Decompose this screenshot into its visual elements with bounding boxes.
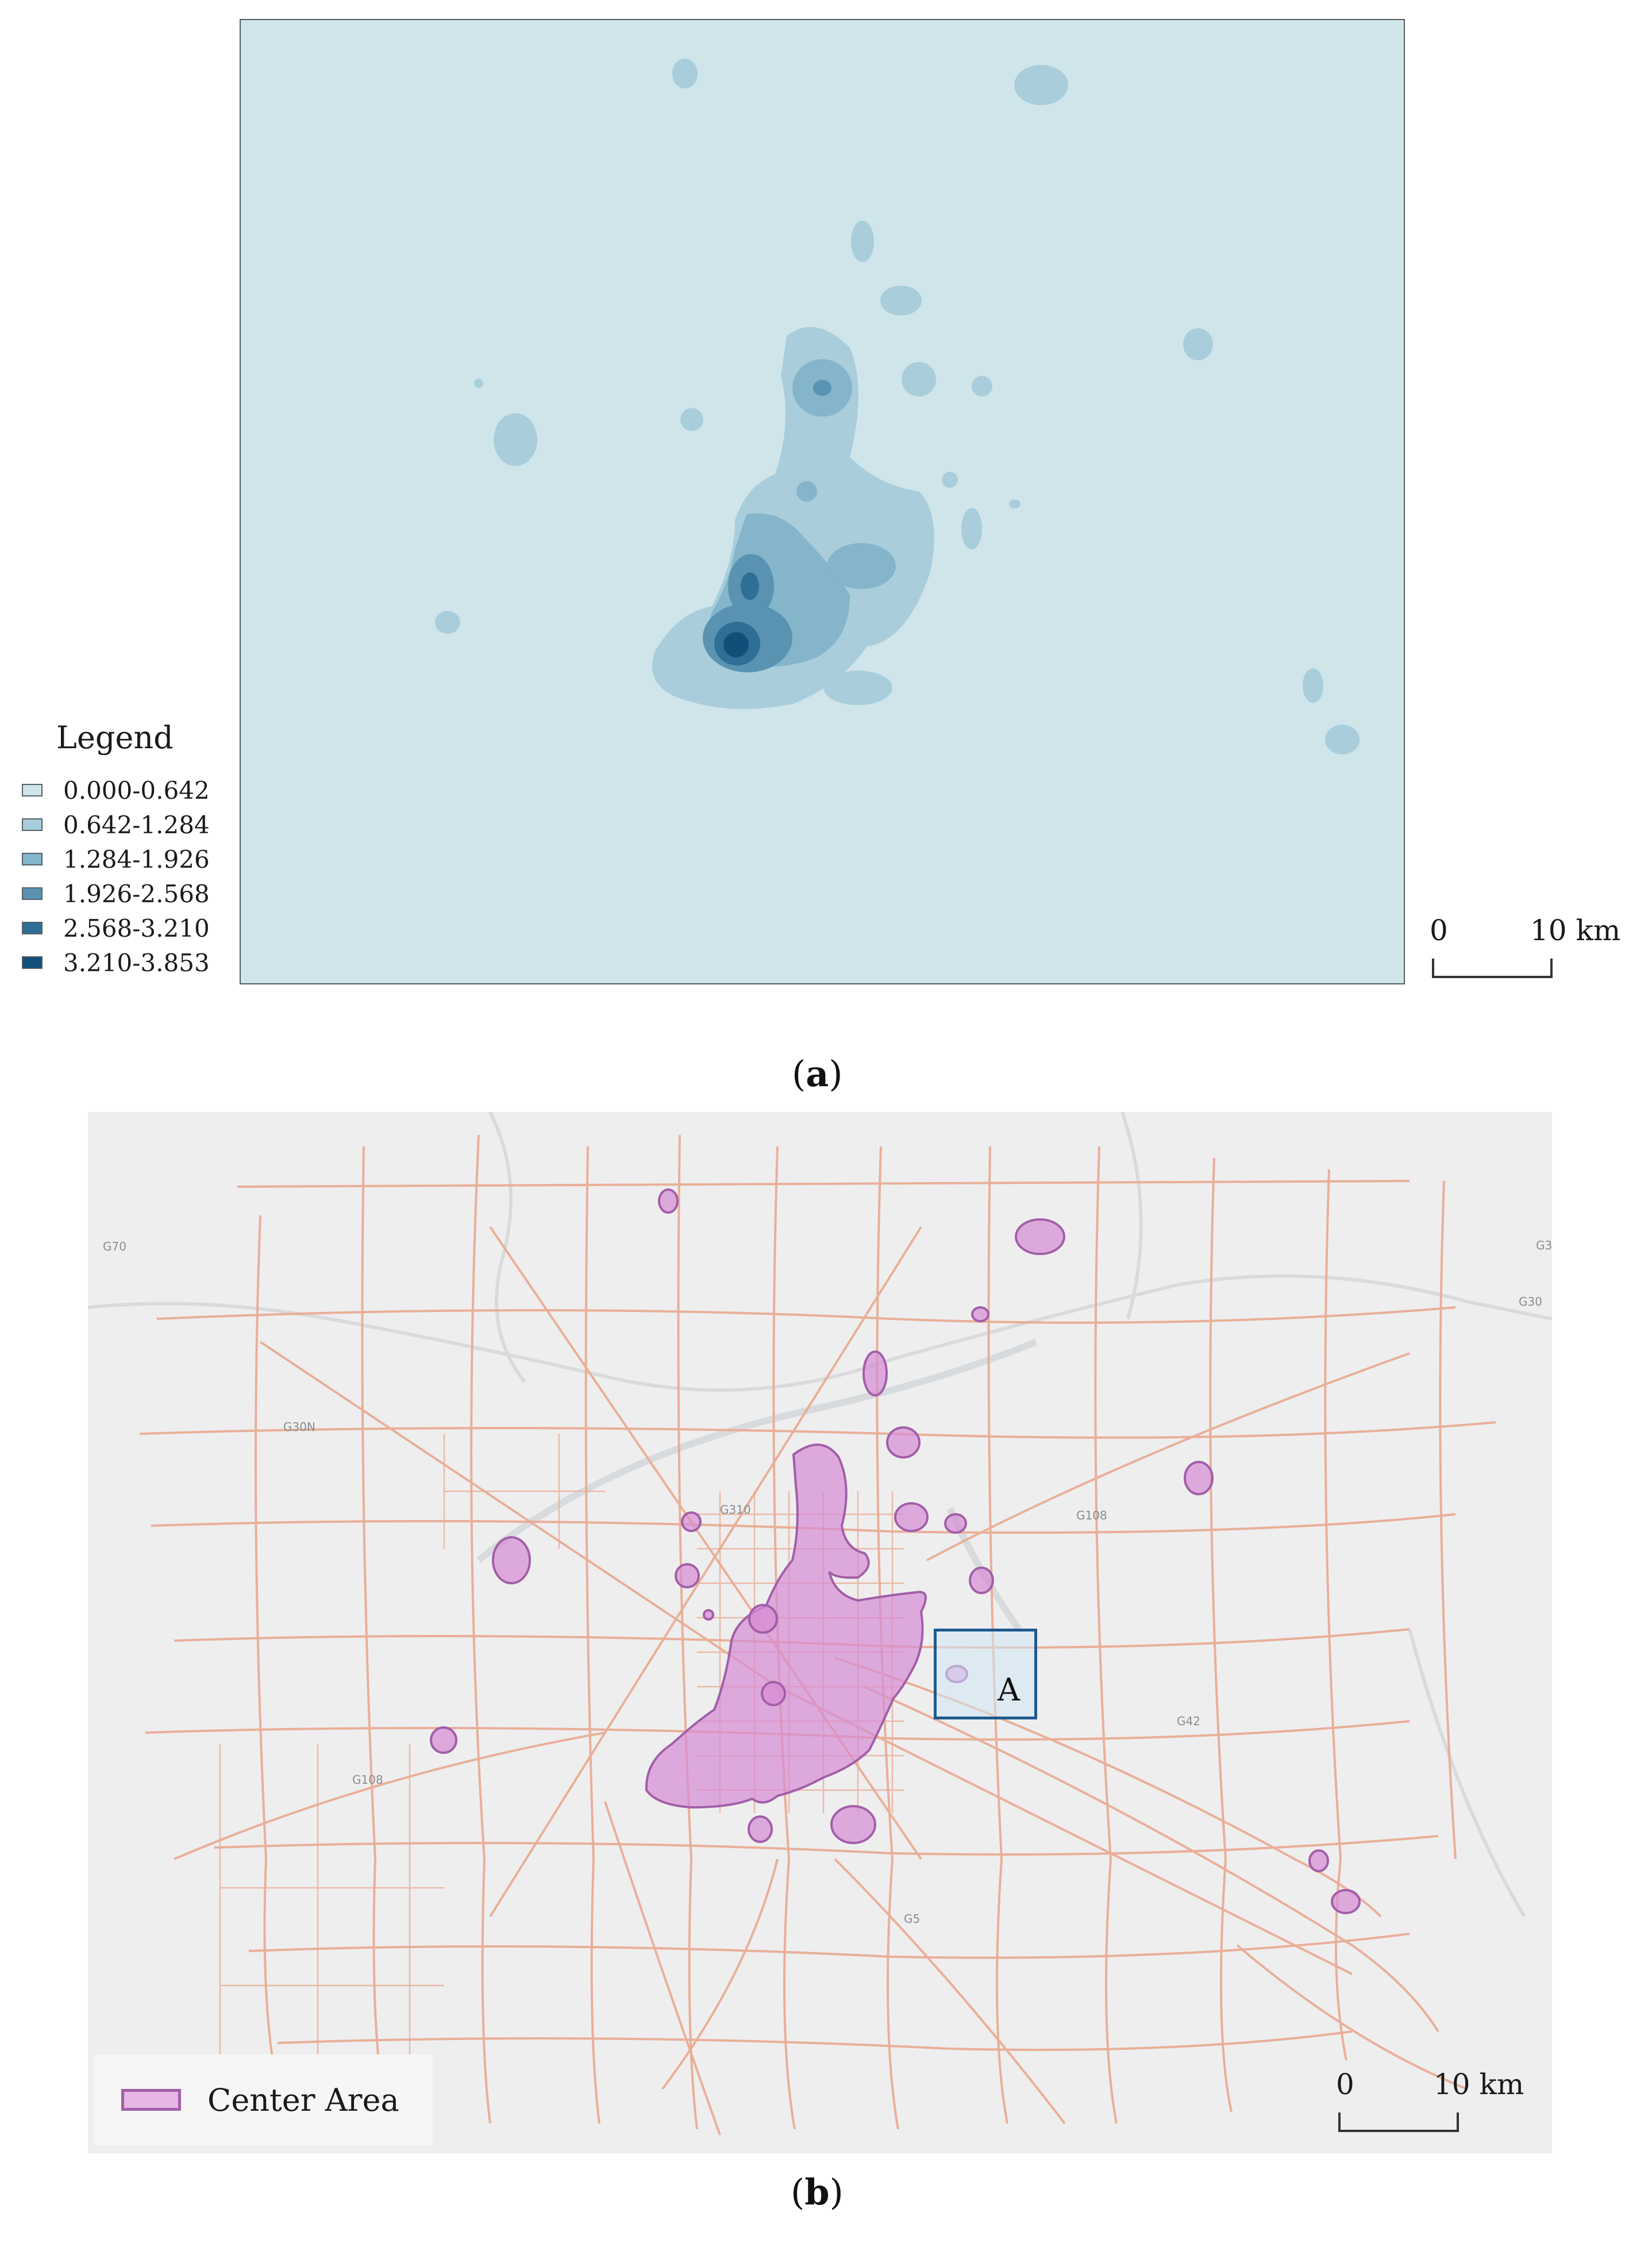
legend-item-label: 2.568-3.210 — [63, 914, 210, 942]
road-label: G3 — [1536, 1238, 1552, 1252]
inset-box-label: A — [998, 1672, 1020, 1708]
road-lines — [139, 1134, 1496, 2135]
road-label: G108 — [352, 1773, 383, 1787]
scale-bar: 0 10 km — [1430, 914, 1636, 988]
map-legend: Legend 0.000-0.642 0.642-1.284 1.284-1.9… — [22, 719, 229, 980]
road-label: G5 — [904, 1912, 921, 1926]
legend-item: 3.210-3.853 — [22, 945, 229, 980]
scale-bar: 0 10 km — [1336, 2068, 1543, 2142]
legend-item: 0.000-0.642 — [22, 773, 229, 807]
road-label: G310 — [720, 1503, 751, 1517]
density-class-5-patches — [723, 632, 749, 657]
caption-b: (b) — [791, 2171, 844, 2213]
legend-swatch — [22, 784, 43, 796]
legend-swatch — [22, 956, 43, 969]
density-class-1-patches — [435, 59, 1360, 755]
road-label: G30N — [283, 1420, 315, 1434]
legend-item-label: 3.210-3.853 — [63, 948, 210, 977]
legend-item: 0.642-1.284 — [22, 807, 229, 842]
density-raster — [435, 59, 1360, 755]
caption-a: (a) — [792, 1053, 843, 1095]
center-area-legend: Center Area — [94, 2054, 433, 2145]
scale-bar-line — [1338, 2113, 1459, 2132]
legend-swatch — [121, 2089, 181, 2111]
legend-item: 1.926-2.568 — [22, 876, 229, 911]
legend-swatch — [22, 922, 43, 934]
road-label: G30 — [1519, 1295, 1542, 1309]
scale-bar-start-label: 0 — [1336, 2068, 1354, 2101]
road-label: G108 — [1076, 1509, 1107, 1522]
panel-a: Legend 0.000-0.642 0.642-1.284 1.284-1.9… — [22, 19, 1636, 1095]
legend-item: 2.568-3.210 — [22, 911, 229, 945]
caption-letter: a — [806, 1053, 829, 1095]
road-network-map: G70 G30N G310 G30 G108 G42 G108 G3 G5 A … — [88, 1112, 1552, 2153]
scale-bar-start-label: 0 — [1430, 914, 1448, 947]
legend-item: 1.284-1.926 — [22, 842, 229, 876]
scale-bar-end-label: 10 km — [1530, 914, 1621, 947]
road-network — [88, 1112, 1552, 2135]
legend-item-label: 0.000-0.642 — [63, 776, 210, 805]
legend-swatch — [22, 818, 43, 831]
legend-item-label: 1.926-2.568 — [63, 879, 210, 908]
density-raster-map — [240, 19, 1405, 984]
scale-bar-line — [1432, 959, 1553, 978]
highway-lines — [476, 1338, 1038, 1632]
caption-letter: b — [804, 2171, 830, 2213]
legend-title: Legend — [56, 719, 174, 756]
legend-swatch — [22, 887, 43, 900]
legend-item-label: Center Area — [207, 2081, 399, 2118]
legend-swatch — [22, 853, 43, 865]
legend-item-label: 0.642-1.284 — [63, 810, 210, 839]
legend-item-label: 1.284-1.926 — [63, 845, 210, 874]
scale-bar-end-label: 10 km — [1434, 2068, 1524, 2101]
inset-box-a: A — [934, 1629, 1037, 1719]
road-label: G42 — [1177, 1714, 1200, 1728]
river-lines — [88, 1112, 1552, 1918]
center-area-polygons — [430, 1188, 1361, 1914]
road-label: G70 — [103, 1240, 126, 1253]
